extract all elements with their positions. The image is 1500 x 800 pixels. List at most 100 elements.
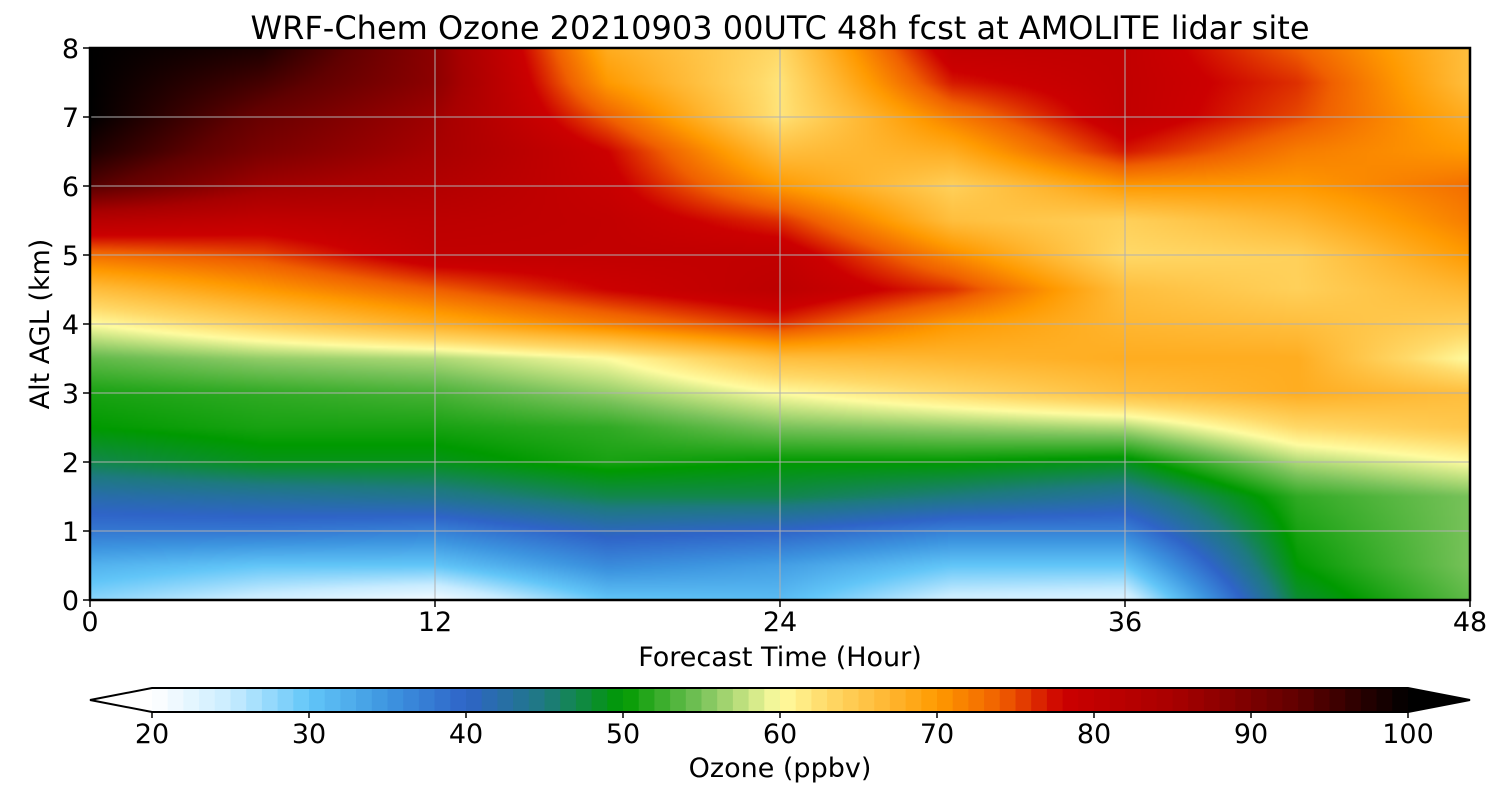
colorbar-bin [1046,688,1064,712]
x-axis-ticks: 0 12 24 36 48 [81,600,1487,638]
colorbar-tick-label: 50 [606,719,640,750]
colorbar-bin [717,688,734,712]
colorbar-tick-label: 30 [292,719,326,750]
colorbar-bin [1031,688,1048,712]
colorbar-bin [1188,688,1205,712]
colorbar-bin [1015,688,1032,712]
colorbar-bin [984,688,1001,712]
colorbar-bin [1156,688,1174,712]
colorbar-bin [842,688,860,712]
colorbar-bin [152,688,169,712]
x-tick-label: 48 [1453,607,1487,638]
colorbar-tick-label: 70 [920,719,954,750]
colorbar-bin [748,688,765,712]
colorbar-bin [1172,688,1189,712]
x-tick-label: 0 [81,607,98,638]
colorbar-bin [795,688,812,712]
x-tick-label: 36 [1108,607,1142,638]
colorbar-bin [309,688,326,712]
colorbar-bin [1203,688,1221,712]
colorbar-ticks: 20 30 40 50 60 70 80 90 100 [135,712,1434,750]
colorbar-bin [293,688,310,712]
colorbar-bin [999,688,1017,712]
colorbar-bin [387,688,404,712]
colorbar-tick-label: 90 [1234,719,1268,750]
y-axis-label: Alt AGL (km) [25,239,56,410]
colorbar-extend-max [1408,688,1470,712]
colorbar-bin [701,688,718,712]
colorbar-bin [324,688,341,712]
y-tick-label: 5 [62,241,79,272]
colorbar-bin [1062,688,1079,712]
y-axis-ticks: 0 1 2 3 4 5 6 7 8 [62,34,90,617]
colorbar-bin [544,688,561,712]
colorbar-bin [764,688,781,712]
colorbar-bin [371,688,389,712]
colorbar-bin [858,688,875,712]
colorbar-bin [246,688,263,712]
colorbar-bin [167,688,184,712]
y-tick-label: 2 [62,448,79,479]
y-tick-label: 6 [62,172,79,203]
colorbar-bin [1360,688,1378,712]
colorbar-tick-label: 40 [449,719,483,750]
colorbar-bin [905,688,922,712]
colorbar [89,687,1471,713]
colorbar-bin [340,688,357,712]
colorbar-bin [1313,688,1331,712]
colorbar-bin [889,688,907,712]
colorbar-bin [481,688,498,712]
colorbar-bin [434,688,451,712]
colorbar-bin [1298,688,1315,712]
colorbar-bin [1345,688,1362,712]
colorbar-tick-label: 60 [763,719,797,750]
y-tick-label: 4 [62,310,79,341]
colorbar-bin [183,688,200,712]
colorbar-bin [607,688,624,712]
colorbar-bin [214,688,232,712]
y-tick-label: 0 [62,586,79,617]
colorbar-bin [277,688,294,712]
colorbar-extend-min [90,688,152,712]
colorbar-bin [1235,688,1252,712]
colorbar-bin [921,688,938,712]
colorbar-bin [1094,688,1111,712]
colorbar-bin [638,688,655,712]
colorbar-tick-label: 100 [1382,719,1434,750]
colorbar-bin [1125,688,1142,712]
chart-title: WRF-Chem Ozone 20210903 00UTC 48h fcst a… [250,9,1309,47]
colorbar-bin [575,688,593,712]
colorbar-bin [732,688,750,712]
colorbar-bin [1282,688,1299,712]
colorbar-bin [1251,688,1268,712]
x-tick-label: 24 [763,607,797,638]
colorbar-tick-label: 20 [135,719,169,750]
colorbar-label: Ozone (ppbv) [689,753,872,784]
colorbar-bin [1141,688,1158,712]
y-tick-label: 8 [62,34,79,65]
colorbar-bin [937,688,954,712]
colorbar-bin [827,688,844,712]
colorbar-bin [528,688,546,712]
x-tick-label: 12 [418,607,452,638]
colorbar-bin [670,688,687,712]
colorbar-bin [356,688,373,712]
colorbar-bin [1109,688,1126,712]
y-tick-label: 3 [62,379,79,410]
colorbar-bin [968,688,985,712]
colorbar-bin [1266,688,1283,712]
colorbar-bin [418,688,436,712]
colorbar-bin [952,688,969,712]
colorbar-bin [560,688,577,712]
y-tick-label: 7 [62,103,79,134]
colorbar-bin [811,688,828,712]
colorbar-bin [450,688,467,712]
colorbar-bin [199,688,216,712]
colorbar-bin [466,688,483,712]
colorbar-tick-label: 80 [1077,719,1111,750]
x-axis-label: Forecast Time (Hour) [638,642,922,673]
colorbar-bin [780,688,797,712]
colorbar-bin [230,688,247,712]
colorbar-bin [874,688,891,712]
